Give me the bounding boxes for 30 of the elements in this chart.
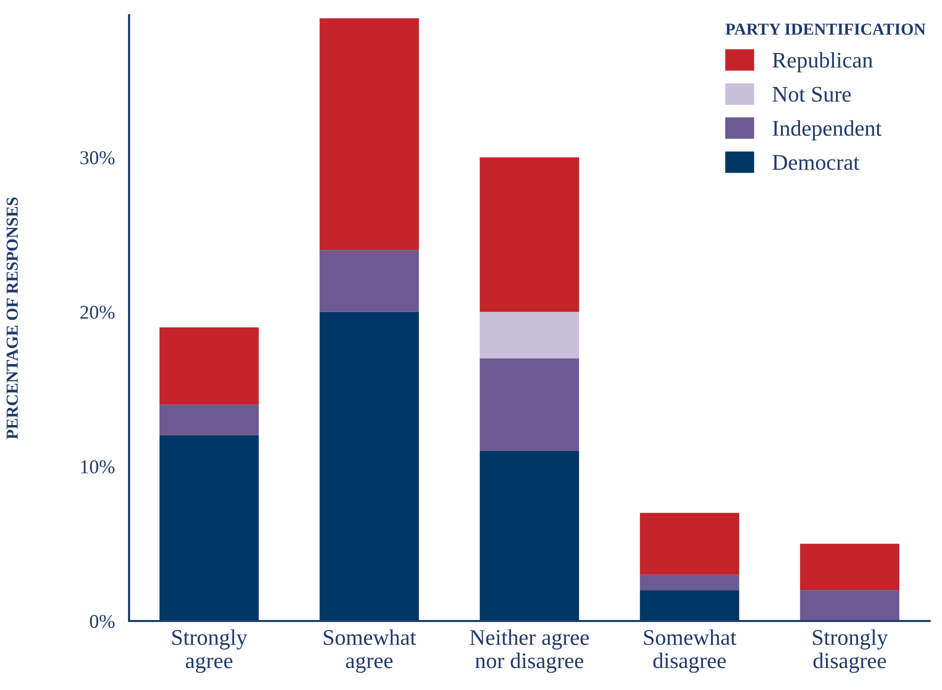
x-tick-label: Somewhat disagree [644, 629, 736, 673]
x-tick-label: Strongly disagree [812, 629, 888, 673]
y-tick-label: 0% [90, 614, 115, 628]
bar [480, 358, 580, 451]
bar [800, 544, 900, 590]
bar [480, 157, 580, 312]
legend-title: PARTY IDENTIFICATION [726, 24, 926, 35]
bar [320, 250, 419, 312]
legend-label: Not Sure [772, 86, 851, 102]
bar [159, 436, 259, 621]
bar [159, 327, 259, 405]
legend-label: Democrat [772, 155, 860, 170]
x-tick-label: Neither agree nor disagree [470, 629, 589, 673]
legend-label: Republican [772, 52, 873, 72]
bar [320, 18, 419, 250]
bar [480, 312, 580, 358]
y-axis-title: PERCENTAGE OF RESPONSES [6, 197, 18, 440]
bar [159, 404, 259, 436]
bar [320, 312, 419, 621]
y-tick-label: 20% [80, 306, 115, 319]
x-tick-label: Strongly agree [172, 629, 248, 673]
x-tick-label: Somewhat agree [324, 629, 416, 673]
bar [800, 590, 900, 621]
y-tick-label: 10% [81, 460, 115, 474]
bar [640, 574, 740, 590]
legend-label: Independent [772, 120, 882, 140]
bar [640, 512, 740, 575]
bar [480, 451, 580, 621]
y-tick-label: 30% [80, 151, 115, 164]
bar [640, 590, 740, 621]
